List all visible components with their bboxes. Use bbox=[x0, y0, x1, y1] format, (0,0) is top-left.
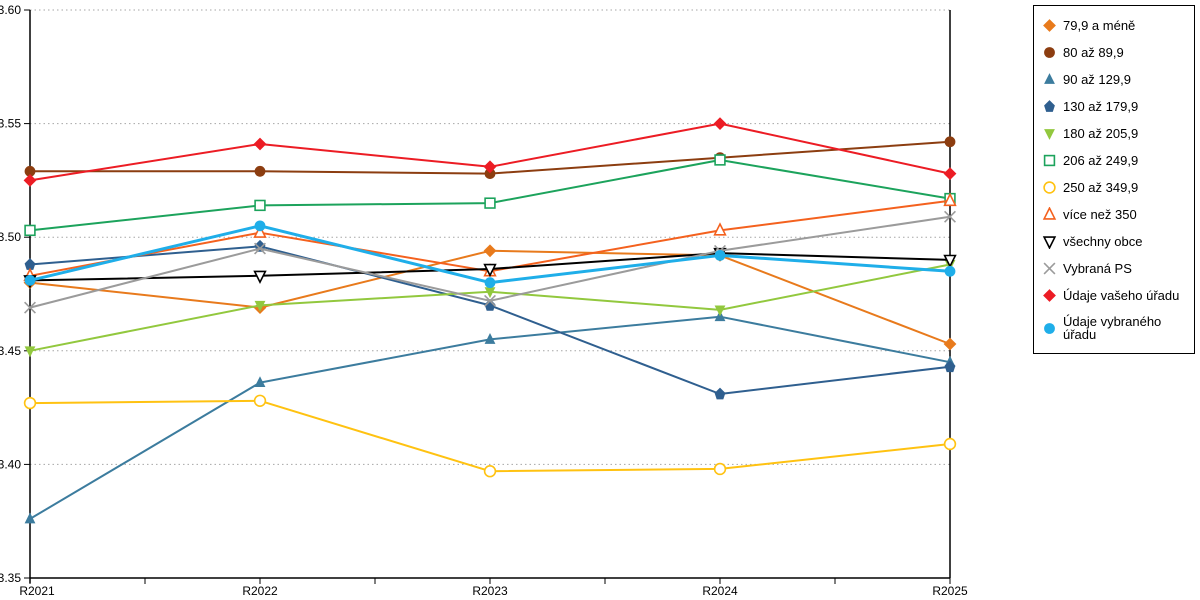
legend-item-label: 130 až 179,9 bbox=[1063, 99, 1139, 114]
legend-item-label: Údaje vybraného úřadu bbox=[1063, 314, 1162, 342]
data-point-marker bbox=[484, 333, 496, 344]
data-point-marker bbox=[24, 274, 36, 286]
data-point-marker bbox=[23, 174, 37, 187]
legend-item-label: více než 350 bbox=[1063, 207, 1137, 222]
legend-item-label: 206 až 249,9 bbox=[1063, 153, 1139, 168]
legend-item[interactable]: více než 350 bbox=[1042, 207, 1190, 222]
legend-item[interactable]: 180 až 205,9 bbox=[1042, 126, 1190, 141]
legend-marker-icon bbox=[1044, 322, 1055, 334]
data-point-marker bbox=[483, 465, 497, 478]
data-point-marker bbox=[24, 165, 36, 177]
x-axis-label: R2022 bbox=[242, 584, 278, 598]
legend-item[interactable]: 79,9 a méně bbox=[1042, 18, 1190, 33]
data-point-marker bbox=[713, 117, 727, 130]
legend-item[interactable]: Údaje vašeho úřadu bbox=[1042, 288, 1190, 303]
data-point-marker bbox=[254, 165, 266, 177]
data-point-marker bbox=[944, 210, 956, 223]
legend-marker-icon bbox=[1044, 47, 1055, 58]
data-point-marker bbox=[713, 462, 727, 476]
data-point-marker bbox=[484, 287, 496, 299]
legend-item[interactable]: Údaje vybraného úřadu bbox=[1042, 315, 1190, 341]
plot-area: 3.35 3.40 3.45 3.50 3.55 3.60 R2021 R2022 R2023 R… bbox=[0, 3, 968, 598]
legend-item-label: 250 až 349,9 bbox=[1063, 180, 1139, 195]
legend-marker-icon bbox=[1043, 289, 1056, 302]
legend-item[interactable]: 90 až 129,9 bbox=[1042, 72, 1190, 87]
legend-marker-icon bbox=[1042, 236, 1057, 249]
data-point-marker bbox=[253, 394, 267, 407]
data-point-marker bbox=[483, 160, 497, 174]
data-point-marker bbox=[24, 301, 36, 314]
data-point-marker bbox=[944, 360, 956, 373]
legend-item-label: Vybraná PS bbox=[1063, 261, 1132, 276]
y-axis-label: 3.35 bbox=[0, 571, 21, 585]
data-point-marker bbox=[24, 512, 36, 524]
y-axis-label: 3.50 bbox=[0, 230, 21, 244]
data-point-marker bbox=[254, 242, 266, 255]
legend-item[interactable]: 130 až 179,9 bbox=[1042, 99, 1190, 114]
legend-marker-icon bbox=[1044, 100, 1055, 112]
x-axis-label: R2021 bbox=[19, 584, 55, 598]
data-point-marker bbox=[714, 305, 726, 317]
y-axis-label: 3.40 bbox=[0, 457, 21, 471]
y-axis-label: 3.45 bbox=[0, 344, 21, 358]
legend-marker-icon bbox=[1044, 129, 1055, 140]
legend-item[interactable]: 250 až 349,9 bbox=[1042, 180, 1190, 195]
data-point-marker bbox=[484, 168, 496, 179]
data-point-marker bbox=[483, 263, 497, 278]
chart-legend: 79,9 a méně 80 až 89,9 90 až 129,9 130 až 1… bbox=[1033, 5, 1195, 354]
legend-item-label: Údaje vašeho úřadu bbox=[1063, 288, 1180, 303]
data-point-marker bbox=[484, 277, 496, 289]
data-point-marker bbox=[253, 224, 267, 238]
data-point-marker bbox=[944, 136, 956, 148]
x-axis-label: R2025 bbox=[932, 584, 968, 598]
legend-marker-icon bbox=[1044, 73, 1055, 84]
legend-marker-icon bbox=[1043, 181, 1056, 194]
data-point-marker bbox=[943, 167, 957, 180]
legend-item-label: 180 až 205,9 bbox=[1063, 126, 1139, 141]
data-point-marker bbox=[254, 199, 266, 212]
data-point-marker bbox=[943, 254, 957, 269]
data-point-marker bbox=[943, 337, 957, 351]
data-point-marker bbox=[944, 265, 956, 277]
data-point-marker bbox=[943, 437, 957, 451]
series-line bbox=[29, 315, 951, 520]
data-point-marker bbox=[24, 224, 36, 237]
legend-item[interactable]: 80 až 89,9 bbox=[1042, 45, 1190, 60]
data-point-marker bbox=[484, 197, 496, 209]
data-point-marker bbox=[713, 222, 727, 236]
legend-item[interactable]: Vybraná PS bbox=[1042, 261, 1190, 276]
legend-marker-icon bbox=[1042, 207, 1057, 220]
legend-marker-icon bbox=[1043, 154, 1056, 167]
data-point-marker bbox=[484, 299, 496, 311]
legend-item-label: 80 až 89,9 bbox=[1063, 45, 1124, 60]
data-point-marker bbox=[714, 387, 726, 400]
legend-marker-icon bbox=[1043, 19, 1056, 32]
data-point-marker bbox=[254, 376, 266, 387]
x-axis-label: R2024 bbox=[702, 584, 738, 598]
legend-item[interactable]: všechny obce bbox=[1042, 234, 1190, 249]
legend-item-label: všechny obce bbox=[1063, 234, 1143, 249]
data-point-marker bbox=[24, 258, 36, 270]
y-axis-label: 3.55 bbox=[0, 117, 21, 131]
legend-item[interactable]: 206 až 249,9 bbox=[1042, 153, 1190, 168]
legend-item-label: 79,9 a méně bbox=[1063, 18, 1136, 33]
legend-marker-icon bbox=[1043, 262, 1056, 275]
data-point-marker bbox=[483, 244, 497, 258]
data-point-marker bbox=[253, 137, 267, 151]
data-point-marker bbox=[254, 300, 266, 312]
legend-item-label: 90 až 129,9 bbox=[1063, 72, 1131, 87]
data-point-marker bbox=[253, 270, 267, 284]
data-point-marker bbox=[23, 396, 37, 410]
y-axis-label: 3.60 bbox=[0, 3, 21, 17]
data-point-marker bbox=[484, 294, 496, 307]
data-point-marker bbox=[24, 346, 36, 358]
x-axis-label: R2023 bbox=[472, 584, 508, 598]
data-point-marker bbox=[254, 220, 266, 232]
data-point-marker bbox=[943, 192, 957, 207]
data-point-marker bbox=[714, 154, 726, 166]
data-point-marker bbox=[714, 249, 726, 261]
